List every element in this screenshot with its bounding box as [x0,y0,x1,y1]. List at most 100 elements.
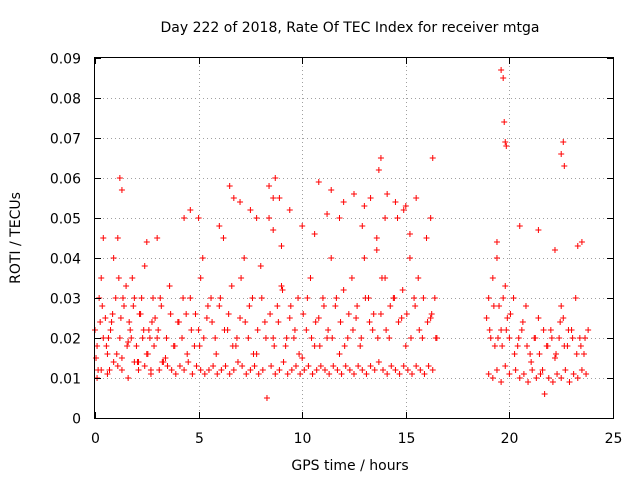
data-point [387,303,394,309]
data-point [278,283,285,289]
data-point [336,351,343,357]
data-point [104,351,111,357]
data-point [522,303,529,309]
data-point [199,255,206,261]
data-point [498,327,505,333]
data-point [217,295,224,301]
data-point [106,367,113,373]
data-point [394,215,401,221]
data-point [512,367,519,373]
data-point [498,67,505,73]
y-tick-label: 0.08 [50,92,81,108]
data-point [146,335,153,341]
data-point [580,351,587,357]
data-point [560,139,567,145]
data-point [520,371,527,377]
data-point [412,303,419,309]
data-point [583,371,590,377]
data-point [201,371,208,377]
data-point [136,311,143,317]
data-point [413,195,420,201]
data-point [431,295,438,301]
data-point [578,239,585,245]
data-point [514,343,521,349]
data-point [353,315,360,321]
data-point [373,247,380,253]
data-point [577,343,584,349]
data-point [271,343,278,349]
data-point [524,343,531,349]
data-point [99,303,106,309]
data-point [510,295,517,301]
data-point [130,303,137,309]
data-point [516,375,523,381]
data-point [296,351,303,357]
data-point [344,335,351,341]
data-point [238,275,245,281]
data-point [417,367,424,373]
data-point [320,303,327,309]
data-point [499,343,506,349]
data-point [200,335,207,341]
data-point [275,319,282,325]
data-point [247,367,254,373]
data-point [127,327,134,333]
data-point [188,327,195,333]
plot-frame [94,57,614,419]
data-point [329,335,336,341]
data-point [574,375,581,381]
data-point [141,363,148,369]
data-point [233,335,240,341]
data-point [109,311,116,317]
data-point [118,367,125,373]
data-point [502,139,509,145]
data-point [328,187,335,193]
data-point [183,311,190,317]
data-point [337,319,344,325]
data-point [551,247,558,253]
x-axis-label: GPS time / hours [291,458,408,474]
data-point [114,235,121,241]
data-point [535,227,542,233]
data-point [378,275,385,281]
data-point [351,371,357,377]
data-point [301,367,308,373]
data-point [406,255,413,261]
data-point [328,255,335,261]
data-point [125,339,132,345]
data-point [336,215,343,221]
data-point [486,327,493,333]
data-point [220,235,227,241]
data-point [263,395,270,401]
data-point [282,343,289,349]
data-point [128,335,135,341]
data-point [254,327,261,333]
data-point [373,235,380,241]
x-tick-label: 20 [501,431,519,447]
data-point [503,143,510,149]
data-point [501,119,508,125]
data-point [197,367,204,373]
data-point [315,315,322,321]
data-point [498,379,505,385]
data-point [114,363,121,369]
data-point [384,191,391,197]
data-point [145,327,152,333]
data-point [490,303,497,309]
data-point [487,335,494,341]
data-point [123,283,130,289]
data-point [229,343,236,349]
data-point [400,363,407,369]
data-point [171,343,178,349]
data-point [276,367,283,373]
data-point [533,375,540,381]
data-point [143,239,150,245]
data-point [420,295,427,301]
data-point [351,191,357,197]
data-point [547,327,554,333]
data-point [151,343,158,349]
data-point [557,319,564,325]
data-point [181,215,188,221]
data-point [362,295,369,301]
data-point [237,315,244,321]
